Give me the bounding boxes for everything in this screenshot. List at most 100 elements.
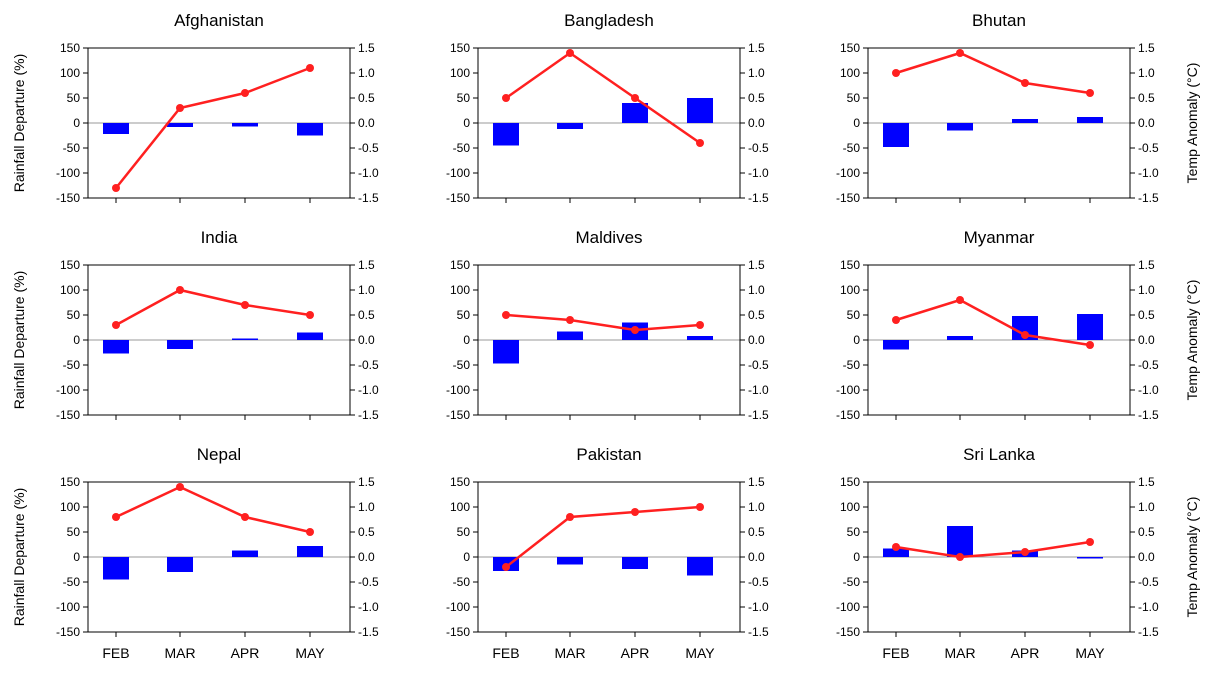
bar-feb: [103, 340, 129, 354]
bar-apr: [232, 338, 258, 340]
left-tick-label: -50: [63, 575, 81, 589]
bar-apr: [622, 557, 648, 569]
right-tick-label: 0.0: [748, 333, 765, 347]
temp-point-feb: [112, 184, 120, 192]
left-tick-label: 150: [840, 475, 860, 489]
left-tick-label: 150: [450, 258, 470, 272]
panel-title: Maldives: [575, 228, 642, 247]
bar-may: [297, 546, 323, 557]
left-tick-label: -100: [56, 383, 80, 397]
left-tick-label: -150: [446, 191, 470, 205]
temp-point-apr: [1021, 548, 1029, 556]
left-tick-label: 150: [840, 41, 860, 55]
x-tick-label: MAR: [554, 645, 585, 661]
left-tick-label: -150: [56, 625, 80, 639]
panel-sri-lanka: Sri Lanka 150 100 50 0 -50 -100 -150 1.5 1.0 0.5 0.…: [836, 445, 1200, 661]
temp-point-may: [696, 321, 704, 329]
bar-feb: [103, 123, 129, 134]
right-tick-label: 0.5: [748, 91, 765, 105]
right-axis-title: Temp Anomaly (°C): [1184, 497, 1200, 618]
temp-line: [115, 288, 311, 327]
right-tick-label: -1.5: [1138, 625, 1159, 639]
right-tick-label: -1.5: [1138, 408, 1159, 422]
panel-title: Sri Lanka: [963, 445, 1035, 464]
temp-point-mar: [566, 49, 574, 57]
left-tick-label: -150: [446, 408, 470, 422]
right-tick-label: 0.0: [748, 550, 765, 564]
bar-feb: [493, 340, 519, 364]
left-tick-label: 0: [853, 116, 860, 130]
right-tick-label: 0.5: [748, 525, 765, 539]
right-tick-label: 1.5: [748, 41, 765, 55]
left-tick-label: 150: [450, 41, 470, 55]
left-tick-label: 150: [60, 41, 80, 55]
bar-may: [687, 557, 713, 576]
right-tick-label: 0.5: [1138, 308, 1155, 322]
right-tick-label: -0.5: [748, 575, 769, 589]
x-tick-label: FEB: [882, 645, 909, 661]
bar-feb: [883, 340, 909, 350]
right-tick-label: 1.5: [358, 258, 375, 272]
panel-pakistan: Pakistan 150 100 50 0 -50 -100 -150 1.5 1.0 0.5 0.0…: [446, 445, 769, 661]
right-tick-label: 1.5: [748, 475, 765, 489]
right-tick-label: 0.5: [1138, 525, 1155, 539]
right-tick-label: -1.5: [748, 408, 769, 422]
right-tick-label: 0.0: [1138, 550, 1155, 564]
right-axis-title: Temp Anomaly (°C): [1184, 280, 1200, 401]
right-tick-label: 1.5: [358, 41, 375, 55]
temp-point-apr: [631, 326, 639, 334]
left-tick-label: 50: [67, 91, 81, 105]
right-tick-label: -1.5: [358, 408, 379, 422]
left-tick-label: 50: [67, 525, 81, 539]
temp-point-feb: [892, 543, 900, 551]
temp-point-feb: [502, 311, 510, 319]
temp-point-apr: [631, 508, 639, 516]
left-tick-label: -50: [843, 575, 861, 589]
left-tick-label: 0: [853, 550, 860, 564]
left-tick-label: 100: [450, 283, 470, 297]
bar-apr: [1012, 119, 1038, 123]
bar-mar: [557, 557, 583, 565]
panel-india: India 150 100 50 0 -50 -100 -150 1.5 1.0 0.5 0.0 -0.…: [11, 228, 379, 422]
left-tick-label: -100: [446, 600, 470, 614]
left-tick-label: 100: [840, 500, 860, 514]
right-tick-label: -1.5: [358, 191, 379, 205]
bar-apr: [232, 123, 258, 127]
bar-feb: [103, 557, 129, 580]
right-tick-label: 0.0: [358, 333, 375, 347]
temp-line: [505, 51, 701, 145]
left-tick-label: 50: [457, 308, 471, 322]
panel-title: Nepal: [197, 445, 241, 464]
left-axis-title: Rainfall Departure (%): [11, 271, 27, 410]
panel-title: Afghanistan: [174, 11, 264, 30]
right-tick-label: -1.0: [358, 383, 379, 397]
x-tick-label: MAR: [164, 645, 195, 661]
bar-mar: [167, 123, 193, 127]
right-tick-label: -1.5: [358, 625, 379, 639]
left-tick-label: -150: [56, 191, 80, 205]
bar-mar: [557, 331, 583, 340]
temp-point-may: [306, 311, 314, 319]
panel-nepal: Nepal 150 100 50 0 -50 -100 -150 1.5 1.0 0.5 0.0 -0.…: [11, 445, 379, 661]
bar-mar: [167, 340, 193, 349]
right-tick-label: -1.5: [748, 191, 769, 205]
panel-title: Bhutan: [972, 11, 1026, 30]
x-tick-label: FEB: [102, 645, 129, 661]
temp-point-apr: [241, 513, 249, 521]
left-tick-label: -100: [836, 383, 860, 397]
left-tick-label: 100: [450, 66, 470, 80]
temp-point-may: [1086, 341, 1094, 349]
left-tick-label: -150: [836, 191, 860, 205]
right-tick-label: -0.5: [748, 141, 769, 155]
temp-point-feb: [502, 94, 510, 102]
left-tick-label: -50: [63, 358, 81, 372]
bar-apr: [232, 550, 258, 557]
right-tick-label: 1.5: [1138, 258, 1155, 272]
bar-may: [1077, 314, 1103, 340]
left-tick-label: -100: [446, 383, 470, 397]
left-tick-label: -100: [446, 166, 470, 180]
left-tick-label: -100: [56, 600, 80, 614]
right-tick-label: 0.5: [358, 308, 375, 322]
left-tick-label: -100: [836, 600, 860, 614]
temp-point-may: [696, 503, 704, 511]
